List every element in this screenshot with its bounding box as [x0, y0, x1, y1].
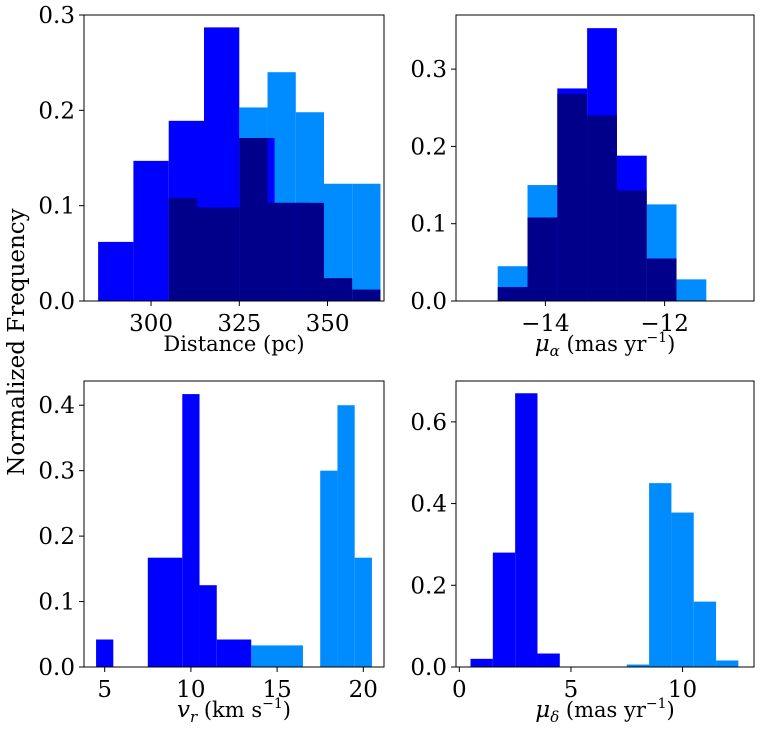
axes-frame — [83, 380, 385, 668]
x-tick-label: 5 — [97, 677, 112, 703]
x-tick-label: 0 — [452, 677, 467, 703]
histogram-bar-s2-b5 — [324, 278, 353, 301]
histogram-bar-s0-b0 — [626, 664, 650, 667]
y-tick-label: 0.0 — [38, 289, 75, 315]
histogram-bar-s1-b0 — [470, 658, 493, 667]
y-tick-label: 0.2 — [38, 98, 75, 124]
distance-histogram-panel: 300 325 350 0.0 0.1 0.2 0.3 Distance (pc) — [38, 3, 385, 356]
histogram-bar-s1-b2 — [182, 394, 200, 667]
proper-motion-ra-histogram-panel: −14 −12 0.0 0.1 0.2 0.3 μα (mas yr−1) — [410, 14, 755, 360]
histogram-bar-s2-b4 — [295, 202, 324, 301]
histogram-bar-s0-b3 — [693, 601, 717, 667]
histogram-bar-s2-b0 — [497, 287, 528, 301]
x-tick-label: 20 — [349, 677, 378, 703]
axes-frame — [455, 380, 755, 668]
histogram-bar-s2-b2 — [557, 93, 588, 301]
axes-frame — [455, 14, 755, 302]
histogram-bar-s0-b4 — [352, 183, 381, 301]
x-axis-label: μδ (mas yr−1) — [535, 696, 674, 726]
histogram-bar-s0-b3 — [354, 557, 372, 667]
x-axis-label: Distance (pc) — [163, 332, 304, 356]
histogram-bar-s1-b2 — [515, 393, 538, 667]
figure-y-axis-label: Normalized Frequency — [4, 208, 30, 475]
histogram-bar-s0-b2 — [337, 405, 355, 667]
histogram-bar-s2-b6 — [352, 289, 381, 301]
y-tick-label: 0.3 — [38, 3, 75, 29]
histogram-bar-s2-b1 — [196, 207, 240, 301]
x-axis-label: vr (km s−1) — [177, 696, 291, 726]
x-tick-label: 5 — [564, 677, 579, 703]
y-tick-label: 0.4 — [410, 492, 447, 518]
y-tick-label: 0.0 — [38, 655, 75, 681]
y-tick-label: 0.6 — [410, 410, 447, 436]
histogram-bar-s1-b0 — [98, 241, 134, 301]
histogram-bar-s1-b1 — [147, 557, 183, 667]
histogram-bar-s0-b4 — [676, 279, 707, 301]
histogram-bar-s0-b1 — [649, 483, 672, 667]
y-tick-label: 0.1 — [410, 212, 447, 238]
histogram-bar-s2-b0 — [168, 198, 197, 301]
y-tick-label: 0.4 — [38, 393, 75, 419]
y-tick-label: 0.1 — [38, 590, 75, 616]
histogram-bar-s2-b2 — [239, 137, 268, 301]
x-tick-label: 15 — [262, 677, 291, 703]
x-tick-label: 350 — [306, 311, 350, 337]
histogram-bar-s2-b3 — [267, 202, 296, 301]
histogram-bar-s1-b3 — [537, 653, 560, 667]
x-axis-label: μα (mas yr−1) — [535, 330, 676, 360]
histogram-bar-s1-b1 — [133, 160, 169, 301]
y-tick-label: 0.2 — [410, 134, 447, 160]
y-tick-label: 0.0 — [410, 655, 447, 681]
x-tick-label: 10 — [176, 677, 205, 703]
histogram-bar-s1-b1 — [492, 552, 516, 667]
histogram-bar-s0-b4 — [716, 660, 739, 667]
histogram-bar-s1-b4 — [216, 639, 252, 667]
histogram-bar-s1-b3 — [199, 585, 217, 667]
x-tick-label: 10 — [668, 677, 697, 703]
y-tick-label: 0.2 — [410, 573, 447, 599]
proper-motion-dec-histogram-panel: 0 5 10 0.0 0.2 0.4 0.6 μδ (mas yr−1) — [410, 380, 755, 726]
y-tick-label: 0.3 — [410, 57, 447, 83]
axes-frame — [83, 14, 385, 302]
histogram-bar-s0-b1 — [320, 470, 338, 667]
radial-velocity-histogram-panel: 5 10 15 20 0.0 0.1 0.2 0.3 0.4 vr (km s−1) — [38, 380, 385, 726]
x-tick-label: 325 — [217, 311, 261, 337]
histogram-bar-s2-b3 — [587, 115, 617, 302]
y-tick-label: 0.2 — [38, 524, 75, 550]
histogram-bar-s1-b0 — [96, 639, 114, 667]
x-tick-label: −12 — [640, 311, 689, 337]
histogram-bar-s2-b5 — [646, 258, 677, 301]
y-tick-label: 0.0 — [410, 289, 447, 315]
histogram-bar-s2-b4 — [616, 190, 647, 301]
y-tick-label: 0.3 — [38, 459, 75, 485]
y-tick-label: 0.1 — [38, 194, 75, 220]
histogram-bar-s0-b0 — [251, 645, 303, 667]
x-tick-label: −14 — [521, 311, 570, 337]
histogram-bar-s2-b1 — [527, 217, 558, 301]
histogram-bar-s0-b2 — [671, 512, 694, 667]
x-tick-label: 300 — [129, 311, 173, 337]
